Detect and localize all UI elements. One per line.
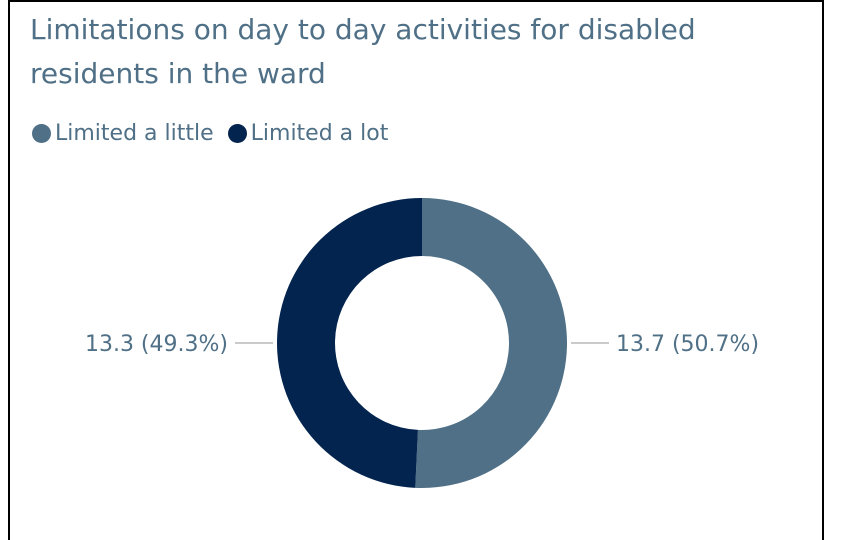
data-label-0: 13.7 (50.7%): [616, 332, 759, 357]
legend-dot-limited-a-little: [32, 123, 51, 143]
donut-slice-limited-a-lot[interactable]: [276, 198, 422, 488]
legend-item-limited-a-lot[interactable]: Limited a lot: [227, 120, 389, 146]
legend-item-limited-a-little[interactable]: Limited a little: [32, 121, 214, 146]
donut-slice-limited-a-little[interactable]: [415, 198, 567, 488]
legend-label-limited-a-little: Limited a little: [55, 120, 214, 146]
legend-label-limited-a-lot: Limited a lot: [250, 120, 389, 146]
chart-title: Limitations on day to day activities for…: [30, 13, 696, 90]
data-label-1: 13.3 (49.3%): [85, 332, 228, 357]
legend: Limited a little Limited a lot: [32, 118, 402, 148]
legend-dot-limited-a-lot: [227, 123, 247, 143]
